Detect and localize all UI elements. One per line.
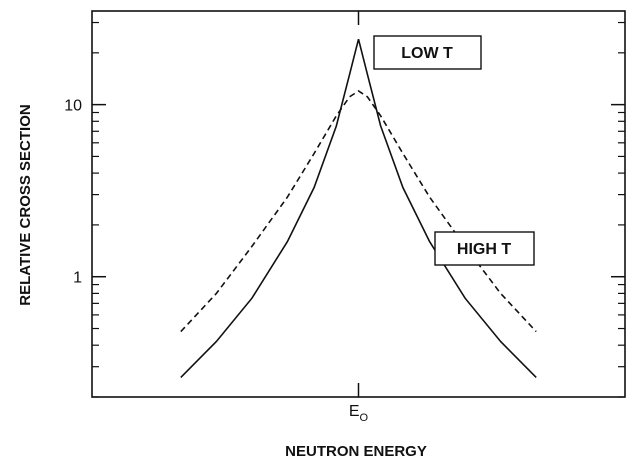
- y-axis-label: RELATIVE CROSS SECTION: [17, 104, 34, 305]
- low-t-label-box: [373, 35, 482, 70]
- x-tick-label-e0-main: E: [349, 403, 360, 420]
- series-line-low-t: [180, 39, 537, 378]
- high-t-label-box: [434, 231, 535, 266]
- x-tick-label-e0-sub: O: [360, 412, 369, 424]
- series-line-high-t: [180, 90, 537, 333]
- low-t-label: LOW T: [401, 45, 453, 62]
- x-tick-label-e0: EO: [349, 403, 369, 424]
- y-tick-label-10: 10: [64, 98, 82, 115]
- y-ticks: [92, 21, 625, 398]
- plot-frame: [91, 10, 626, 398]
- y-tick-label-1: 1: [73, 270, 82, 287]
- x-axis-label: NEUTRON ENERGY: [285, 443, 427, 460]
- high-t-label: HIGH T: [457, 241, 511, 258]
